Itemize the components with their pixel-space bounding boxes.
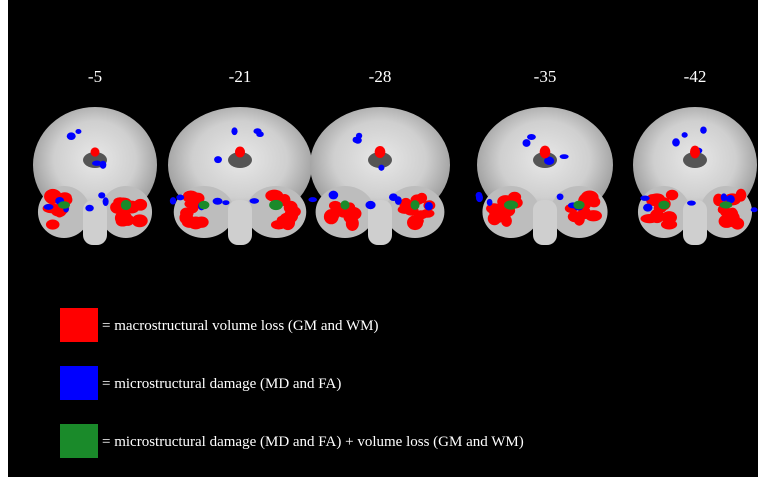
lesion xyxy=(183,192,194,203)
lesion xyxy=(687,200,696,205)
lesion xyxy=(46,220,60,230)
lesion xyxy=(641,214,659,223)
lesion xyxy=(557,193,564,200)
lesion xyxy=(640,196,649,201)
lesion xyxy=(365,201,375,209)
lesion xyxy=(85,205,93,212)
lesion xyxy=(269,200,283,210)
lesion xyxy=(344,211,358,223)
lesion xyxy=(249,198,259,204)
lesion xyxy=(98,192,105,198)
brain-slice xyxy=(633,107,758,245)
slice-label: -5 xyxy=(88,67,102,86)
lesion xyxy=(103,197,109,206)
brainstem xyxy=(533,200,557,245)
lesion xyxy=(199,201,210,210)
lesion xyxy=(504,200,518,209)
lesion xyxy=(560,154,569,159)
lesion xyxy=(308,197,317,202)
legend-swatch xyxy=(60,366,98,400)
slice-label: -28 xyxy=(369,67,392,86)
brain-slice xyxy=(168,107,312,245)
brainstem xyxy=(683,200,707,245)
lesion xyxy=(375,146,386,158)
lesion xyxy=(410,200,419,210)
lesion xyxy=(700,126,707,133)
legend-swatch xyxy=(60,424,98,458)
lesion xyxy=(222,200,229,205)
lesion xyxy=(661,211,677,224)
slice-label: -35 xyxy=(534,67,557,86)
lesion xyxy=(75,129,81,134)
legend-label: = microstructural damage (MD and FA) xyxy=(102,376,341,392)
lesion xyxy=(425,202,433,210)
lesion xyxy=(414,210,428,219)
lesion xyxy=(586,194,597,202)
lesion xyxy=(329,191,339,200)
lesion xyxy=(522,139,530,147)
lesion xyxy=(527,134,536,140)
lesion xyxy=(720,201,733,208)
lesion xyxy=(67,132,76,140)
lesion xyxy=(751,207,758,212)
figure: -5 -21 -28 -35 -42 = macrostructural volume l… xyxy=(0,0,760,485)
lesion xyxy=(235,147,245,158)
lesion xyxy=(476,192,483,199)
lesion xyxy=(253,128,261,134)
legend-label: = macrostructural volume loss (GM and WM… xyxy=(102,318,378,334)
lesion xyxy=(721,193,727,201)
lesion xyxy=(398,205,412,213)
lesion xyxy=(170,197,176,204)
lesion xyxy=(643,204,652,212)
lesion xyxy=(214,156,222,163)
lesion xyxy=(265,190,283,202)
lesion xyxy=(378,165,384,171)
slice-label: -42 xyxy=(684,67,707,86)
lesion xyxy=(719,215,735,228)
lesion xyxy=(213,198,223,205)
lesion xyxy=(389,193,398,201)
lesion xyxy=(487,199,493,206)
lesion xyxy=(132,214,148,227)
lesion xyxy=(231,127,237,135)
lesion xyxy=(92,161,102,166)
lesion xyxy=(658,201,669,210)
lesion xyxy=(285,211,295,222)
lesion xyxy=(121,200,131,210)
brain-slice xyxy=(476,107,613,245)
lesion xyxy=(488,212,501,225)
legend-label: = microstructural damage (MD and FA) + v… xyxy=(102,434,524,450)
lesion xyxy=(182,216,197,228)
legend-swatch xyxy=(60,308,98,342)
lesion xyxy=(568,211,583,222)
lesion xyxy=(91,147,100,156)
lesion xyxy=(176,195,184,201)
brain-slice xyxy=(33,107,157,245)
lesion xyxy=(58,201,70,209)
lesion xyxy=(44,204,54,210)
brainstem xyxy=(228,200,252,245)
lesion xyxy=(340,200,349,209)
lesion xyxy=(271,220,286,229)
lesion xyxy=(540,146,551,159)
lesion xyxy=(672,138,680,146)
lesion xyxy=(356,133,362,139)
lesion xyxy=(573,201,584,210)
slice-label: -21 xyxy=(229,67,252,86)
lesion xyxy=(134,199,147,211)
lesion xyxy=(682,132,688,138)
lesion xyxy=(690,146,700,159)
brain-slice xyxy=(308,107,450,245)
lesion xyxy=(115,210,132,225)
lesion xyxy=(736,189,747,202)
